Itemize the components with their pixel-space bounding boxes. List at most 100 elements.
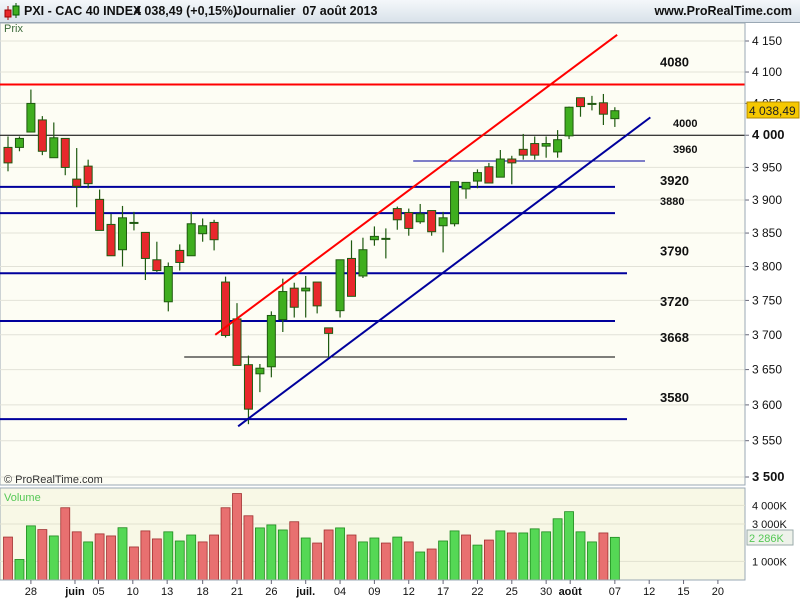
candle-up — [472, 172, 482, 182]
quote: 4 038,49 (+0,15%) — [134, 4, 238, 18]
candle-down — [530, 143, 540, 156]
volume-bar — [587, 541, 597, 581]
volume-bar — [323, 529, 334, 581]
y-tick-label: 3 750 — [752, 293, 782, 307]
level-label-3720: 3720 — [660, 294, 689, 309]
x-tick-label: 04 — [334, 586, 346, 598]
candle-down — [83, 165, 93, 185]
chart-header: PXI - CAC 40 INDEX 4 038,49 (+0,15%) Jou… — [0, 0, 800, 23]
volume-bar — [289, 521, 300, 581]
level-label-3580: 3580 — [660, 390, 689, 405]
y-tick-label: 3 550 — [752, 434, 782, 448]
volume-bar — [232, 493, 242, 581]
price-panel-label: Prix — [4, 23, 23, 35]
candle-up — [266, 314, 276, 368]
x-tick-label: 21 — [231, 586, 243, 598]
volume-bar — [312, 542, 323, 581]
site-link[interactable]: www.ProRealTime.com — [654, 4, 792, 18]
trendline-resistance — [214, 34, 618, 336]
candle-up — [461, 181, 471, 190]
candle-down — [598, 102, 608, 115]
y-tick-label: 3 500 — [752, 469, 785, 484]
volume-bar — [335, 527, 345, 581]
volume-bar — [392, 536, 403, 581]
volume-bar — [60, 507, 71, 581]
y-tick-label: 3 800 — [752, 260, 782, 274]
candle-down — [427, 210, 437, 233]
volume-bar — [358, 541, 368, 581]
volume-bar — [380, 542, 391, 581]
volume-bar — [564, 511, 574, 581]
volume-bar — [529, 528, 540, 581]
candle-down — [312, 281, 322, 307]
volume-bar — [495, 530, 506, 581]
volume-panel-label: Volume — [4, 492, 41, 504]
candle-down — [37, 119, 47, 152]
x-tick-label: 30 — [540, 586, 552, 598]
volume-bar — [609, 536, 620, 581]
x-tick-label: 18 — [197, 586, 209, 598]
candle-up — [438, 217, 448, 227]
level-label-4000: 4000 — [673, 118, 697, 130]
candle-up — [255, 367, 265, 375]
candle-down — [484, 166, 494, 184]
volume-bar — [461, 534, 471, 581]
candle-up — [14, 137, 24, 148]
volume-bar — [14, 559, 25, 581]
volume-bar — [209, 534, 220, 581]
volume-bar — [174, 540, 185, 581]
x-tick-label: 05 — [92, 586, 104, 598]
x-tick-label: 15 — [677, 586, 689, 598]
volume-bar — [277, 529, 288, 581]
volume-bar — [94, 533, 105, 581]
candle-up — [49, 137, 59, 159]
candle-up — [358, 249, 368, 277]
x-tick-label: 09 — [368, 586, 380, 598]
candle-up — [26, 102, 36, 133]
y-tick-label: 3 650 — [752, 363, 782, 377]
candle-down — [95, 198, 105, 231]
x-tick-label: 17 — [437, 586, 449, 598]
candle-down — [576, 97, 585, 108]
volume-bar — [48, 535, 59, 581]
y-tick-label: 3 600 — [752, 398, 782, 412]
period-date: Journalier 07 août 2013 — [235, 4, 378, 18]
volume-bar — [197, 541, 208, 581]
volume-bar — [403, 541, 414, 581]
volume-bar — [575, 531, 586, 581]
x-tick-label: août — [559, 586, 583, 598]
volume-tick-label: 1 000K — [752, 556, 788, 568]
x-tick-label: 22 — [471, 586, 483, 598]
x-tick-label: juin — [64, 586, 85, 598]
candle-down — [404, 212, 414, 229]
candlestick-icon — [4, 3, 20, 20]
x-tick-label: 12 — [403, 586, 415, 598]
volume-bar — [106, 535, 116, 581]
instrument-name: PXI - CAC 40 INDEX — [24, 4, 142, 18]
current-volume-box — [746, 529, 794, 546]
volume-bar — [140, 530, 151, 581]
candle-up — [163, 266, 173, 303]
candle-up — [129, 221, 139, 224]
volume-bar — [346, 534, 357, 581]
volume-bar — [598, 532, 609, 581]
x-tick-label: 10 — [127, 586, 139, 598]
x-tick-label: 25 — [506, 586, 518, 598]
candle-up — [415, 213, 425, 223]
y-tick-label: 3 700 — [752, 328, 782, 342]
current-price-label: 4 038,49 — [749, 104, 796, 118]
volume-bar — [3, 536, 13, 581]
level-label-3920: 3920 — [660, 173, 689, 188]
volume-bar — [506, 532, 517, 581]
candle-up — [587, 102, 597, 105]
volume-bar — [220, 507, 231, 581]
candle-down — [324, 327, 334, 334]
volume-bar — [369, 537, 380, 581]
candle-down — [106, 223, 116, 257]
volume-bar — [438, 540, 449, 581]
current-price-box — [746, 101, 800, 119]
x-tick-label: 13 — [161, 586, 173, 598]
volume-bar — [483, 539, 494, 581]
candle-up — [541, 143, 551, 147]
